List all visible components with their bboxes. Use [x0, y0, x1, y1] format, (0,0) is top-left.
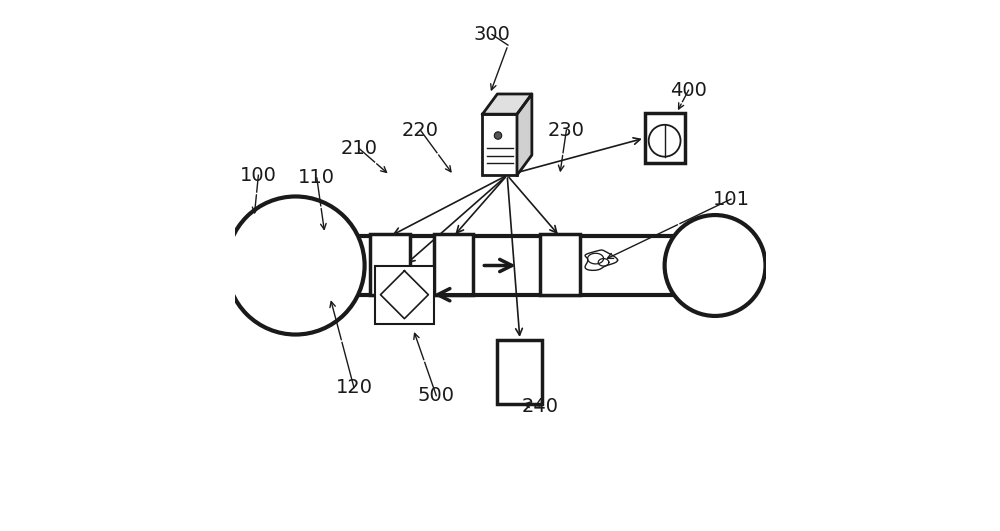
Bar — [540, 234, 580, 295]
Bar — [482, 114, 517, 175]
Bar — [370, 234, 410, 295]
Text: 230: 230 — [548, 121, 585, 140]
Bar — [645, 113, 685, 164]
Polygon shape — [482, 94, 532, 114]
Bar — [375, 266, 434, 324]
Text: 300: 300 — [474, 25, 510, 44]
Circle shape — [665, 215, 766, 316]
Bar — [434, 234, 473, 295]
Text: 101: 101 — [712, 190, 749, 209]
Text: 240: 240 — [521, 397, 558, 416]
Text: 210: 210 — [341, 139, 378, 158]
Circle shape — [494, 132, 502, 139]
Text: 100: 100 — [240, 166, 277, 185]
Circle shape — [649, 125, 681, 157]
Text: 400: 400 — [670, 81, 707, 100]
Text: 120: 120 — [335, 378, 372, 397]
Text: 500: 500 — [418, 386, 455, 405]
Text: 220: 220 — [402, 121, 439, 140]
Bar — [497, 340, 542, 404]
Circle shape — [227, 196, 365, 335]
Text: 110: 110 — [298, 168, 335, 187]
Polygon shape — [517, 94, 532, 175]
